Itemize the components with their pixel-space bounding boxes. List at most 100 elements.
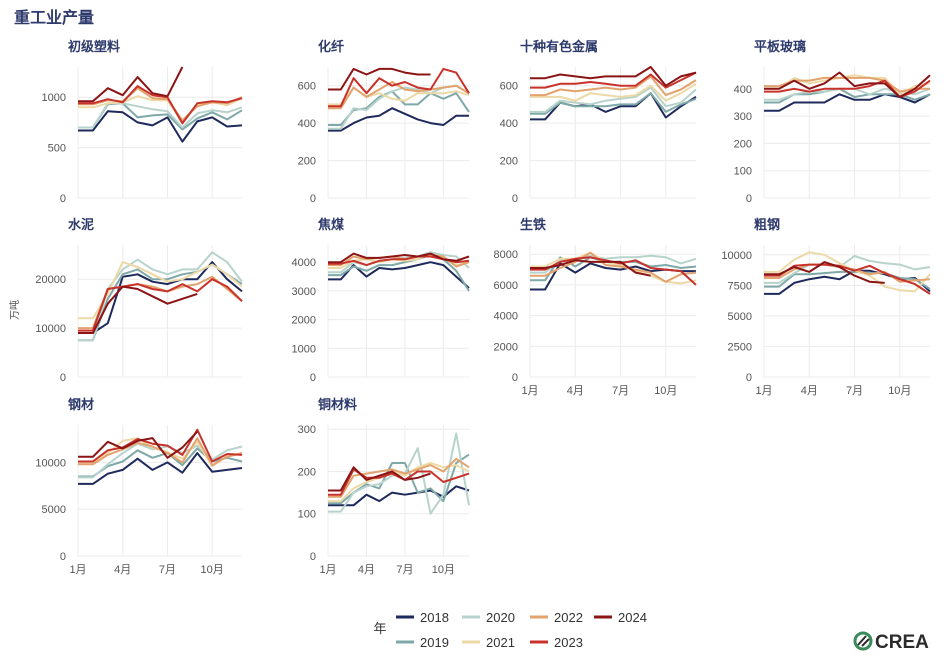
series-line-2020 — [530, 86, 697, 113]
panel-title: 铜材料 — [317, 397, 357, 412]
series-line-2020 — [78, 102, 243, 129]
series-line-2023 — [78, 278, 243, 332]
y-tick-label: 4000 — [494, 311, 518, 323]
series-line-2021 — [328, 462, 470, 503]
y-tick-label: 2000 — [292, 315, 316, 327]
legend-label-2020: 2020 — [486, 610, 515, 625]
y-tick-label: 5000 — [728, 311, 752, 323]
legend-label-2019: 2019 — [420, 635, 449, 650]
y-tick-label: 0 — [60, 551, 66, 563]
legend-label-2021: 2021 — [486, 635, 515, 650]
panel-2: 化纤 0 200 400 600 — [298, 39, 470, 205]
series-line-2018 — [328, 107, 469, 132]
panel-4: 平板玻璃 0 100 200 300 400 — [734, 39, 931, 205]
x-tick-label: 4月 — [801, 385, 818, 397]
y-tick-label: 0 — [512, 372, 518, 384]
series-line-2021 — [764, 74, 931, 96]
panel-10: 铜材料 0 100 200 300 1月 4月 7月 10月 — [298, 397, 470, 576]
series-line-2024 — [530, 259, 651, 277]
series-line-2022 — [78, 437, 243, 467]
y-tick-label: 100 — [734, 166, 752, 178]
y-tick-label: 300 — [298, 424, 316, 436]
x-tick-label: 1月 — [755, 385, 772, 397]
panel-title: 焦煤 — [317, 217, 344, 232]
y-tick-label: 3000 — [292, 286, 316, 298]
chart-panels: 初级塑料05001000化纤0200400600十种有色金属0200400600… — [35, 39, 931, 576]
y-tick-label: 0 — [310, 551, 316, 563]
panel-5: 水泥 0 10000 20000 — [35, 217, 243, 384]
series-line-2024 — [328, 466, 431, 492]
y-tick-label: 7500 — [728, 280, 752, 292]
x-tick-label: 10月 — [432, 564, 455, 576]
y-tick-label: 1000 — [42, 92, 66, 104]
series-line-2024 — [328, 252, 470, 264]
series-line-2022 — [530, 251, 697, 283]
x-tick-label: 7月 — [396, 564, 413, 576]
y-tick-label: 200 — [298, 466, 316, 478]
panel-3: 十种有色金属 0 200 400 600 — [500, 39, 697, 205]
panel-title: 化纤 — [318, 39, 344, 54]
y-tick-label: 600 — [298, 81, 316, 93]
x-tick-label: 1月 — [521, 385, 538, 397]
series-line-2024 — [78, 285, 198, 334]
panel-title: 平板玻璃 — [754, 39, 806, 54]
y-tick-label: 2500 — [728, 341, 752, 353]
y-tick-label: 10000 — [721, 250, 752, 262]
series-line-2024 — [328, 67, 431, 91]
y-tick-label: 200 — [734, 138, 752, 150]
series-line-2019 — [328, 254, 470, 292]
y-tick-label: 0 — [746, 193, 752, 205]
y-tick-label: 600 — [500, 81, 518, 93]
panel-8: 粗钢 0 2500 5000 7500 10000 1月 4月 7月 10月 — [721, 217, 931, 397]
series-line-2021 — [764, 251, 931, 293]
y-tick-label: 0 — [310, 193, 316, 205]
series-line-2024 — [78, 66, 184, 103]
crea-logo: CREA — [853, 631, 929, 653]
series-line-2024 — [78, 430, 199, 459]
x-tick-label: 4月 — [567, 385, 584, 397]
crea-logo-icon — [853, 631, 873, 651]
page-title: 重工业产量 — [14, 8, 94, 27]
y-tick-label: 200 — [500, 156, 518, 168]
series-line-2022 — [328, 457, 470, 498]
series-line-2022 — [530, 75, 697, 97]
series-line-2022 — [328, 254, 470, 268]
series-line-2023 — [78, 85, 243, 125]
series-line-2024 — [530, 66, 697, 87]
legend-title: 年 — [373, 621, 386, 636]
legend-label-2022: 2022 — [554, 610, 583, 625]
series-line-2021 — [530, 82, 697, 102]
y-tick-label: 0 — [60, 193, 66, 205]
x-tick-label: 7月 — [612, 385, 629, 397]
series-line-2021 — [530, 251, 697, 285]
y-tick-label: 400 — [734, 84, 752, 96]
panel-1: 初级塑料 0 500 1000 — [42, 39, 243, 205]
series-line-2019 — [530, 92, 697, 115]
x-tick-label: 7月 — [846, 385, 863, 397]
y-axis-label: 万吨 — [8, 300, 21, 320]
x-tick-label: 10月 — [201, 564, 224, 576]
y-tick-label: 400 — [298, 118, 316, 130]
y-tick-label: 300 — [734, 111, 752, 123]
panel-title: 粗钢 — [754, 217, 780, 232]
legend-label-2023: 2023 — [554, 635, 583, 650]
y-tick-label: 0 — [310, 372, 316, 384]
y-tick-label: 10000 — [35, 457, 66, 469]
series-line-2024 — [764, 261, 885, 284]
panel-title: 钢材 — [68, 397, 94, 412]
series-line-2018 — [530, 262, 696, 291]
y-tick-label: 6000 — [494, 280, 518, 292]
panel-9: 钢材 0 5000 10000 1月 4月 7月 10月 — [35, 397, 243, 576]
y-tick-label: 500 — [48, 143, 66, 155]
panel-7: 生铁 0 2000 4000 6000 8000 1月 4月 7月 10月 — [494, 217, 697, 397]
x-tick-label: 1月 — [69, 564, 86, 576]
series-line-2020 — [764, 255, 931, 284]
panel-title: 水泥 — [68, 217, 94, 232]
panel-6: 焦煤 0 1000 2000 3000 4000 — [292, 217, 470, 384]
crea-logo-text: CREA — [875, 632, 929, 653]
x-tick-label: 7月 — [159, 564, 176, 576]
x-tick-label: 4月 — [114, 564, 131, 576]
series-line-2018 — [78, 110, 243, 143]
y-tick-label: 0 — [60, 372, 66, 384]
